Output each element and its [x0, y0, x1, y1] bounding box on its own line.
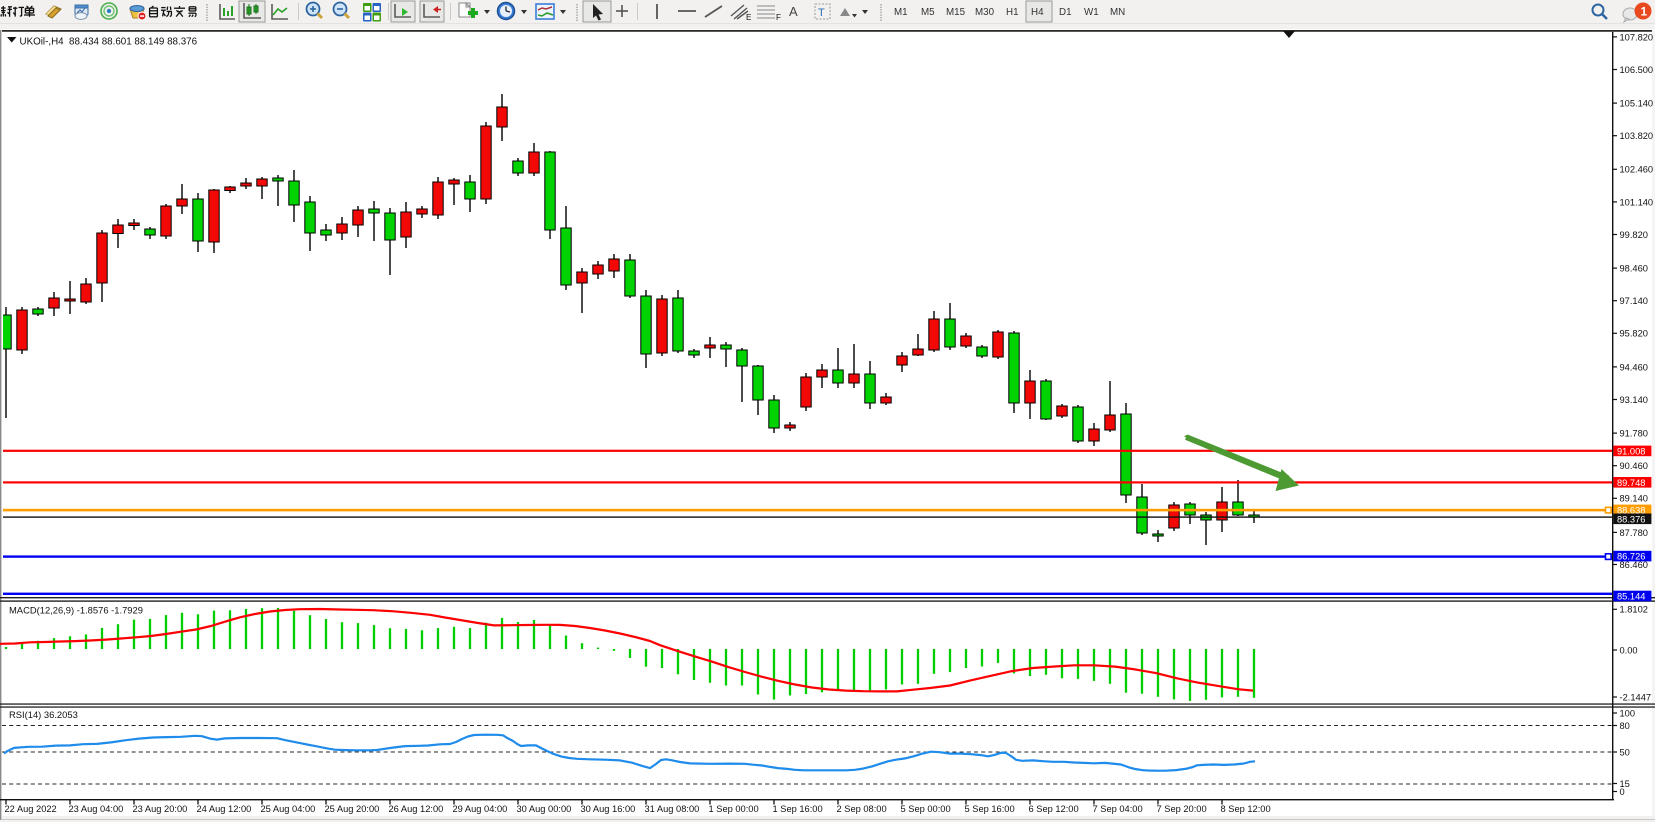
svg-text:W1: W1: [1084, 7, 1099, 18]
svg-text:7 Sep 20:00: 7 Sep 20:00: [1157, 804, 1207, 814]
svg-text:0: 0: [1620, 787, 1625, 797]
svg-text:99.820: 99.820: [1620, 230, 1648, 240]
svg-text:M15: M15: [946, 7, 966, 18]
svg-text:H4: H4: [1031, 7, 1044, 18]
svg-text:26 Aug 12:00: 26 Aug 12:00: [389, 804, 444, 814]
svg-text:15: 15: [1620, 779, 1630, 789]
svg-text:91.780: 91.780: [1620, 429, 1648, 439]
svg-text:23 Aug 20:00: 23 Aug 20:00: [133, 804, 188, 814]
svg-text:H1: H1: [1006, 7, 1019, 18]
svg-text:86.726: 86.726: [1617, 552, 1645, 562]
svg-text:30 Aug 00:00: 30 Aug 00:00: [517, 804, 572, 814]
svg-text:100: 100: [1620, 708, 1636, 718]
svg-text:87.780: 87.780: [1620, 528, 1648, 538]
svg-text:105.140: 105.140: [1620, 99, 1654, 109]
svg-text:M30: M30: [975, 7, 995, 18]
svg-text:0.00: 0.00: [1620, 645, 1638, 655]
svg-text:107.820: 107.820: [1620, 32, 1654, 42]
svg-text:-2.1447: -2.1447: [1620, 692, 1652, 702]
svg-text:1.8102: 1.8102: [1620, 605, 1648, 615]
svg-text:5 Sep 00:00: 5 Sep 00:00: [901, 804, 951, 814]
svg-text:93.140: 93.140: [1620, 395, 1648, 405]
svg-text:UKOil-,H4 88.434 88.601 88.14: UKOil-,H4 88.434 88.601 88.149 88.376: [20, 37, 198, 48]
svg-text:5 Sep 16:00: 5 Sep 16:00: [965, 804, 1015, 814]
svg-text:22 Aug 2022: 22 Aug 2022: [5, 804, 57, 814]
svg-text:A: A: [789, 4, 798, 19]
svg-text:8 Sep 12:00: 8 Sep 12:00: [1221, 804, 1271, 814]
svg-text:29 Aug 04:00: 29 Aug 04:00: [453, 804, 508, 814]
svg-text:F: F: [776, 13, 781, 22]
svg-text:24 Aug 12:00: 24 Aug 12:00: [197, 804, 252, 814]
svg-text:2 Sep 08:00: 2 Sep 08:00: [837, 804, 887, 814]
svg-text:80: 80: [1620, 721, 1630, 731]
svg-text:89.748: 89.748: [1617, 478, 1645, 488]
svg-text:50: 50: [1620, 747, 1630, 757]
svg-text:97.140: 97.140: [1620, 296, 1648, 306]
svg-text:91.008: 91.008: [1617, 446, 1645, 456]
svg-text:6 Sep 12:00: 6 Sep 12:00: [1029, 804, 1079, 814]
svg-text:T: T: [818, 7, 825, 19]
svg-text:M5: M5: [921, 7, 935, 18]
svg-text:102.460: 102.460: [1620, 165, 1654, 175]
svg-text:1 Sep 00:00: 1 Sep 00:00: [709, 804, 759, 814]
svg-text:MACD(12,26,9) -1.8576 -1.7929: MACD(12,26,9) -1.8576 -1.7929: [9, 605, 143, 616]
svg-text:23 Aug 04:00: 23 Aug 04:00: [69, 804, 124, 814]
svg-text:103.820: 103.820: [1620, 131, 1654, 141]
svg-text:31 Aug 08:00: 31 Aug 08:00: [645, 804, 700, 814]
svg-text:RSI(14) 36.2053: RSI(14) 36.2053: [9, 709, 78, 720]
svg-text:7 Sep 04:00: 7 Sep 04:00: [1093, 804, 1143, 814]
svg-text:MN: MN: [1110, 7, 1125, 18]
svg-text:M1: M1: [894, 7, 908, 18]
svg-text:89.140: 89.140: [1620, 494, 1648, 504]
svg-text:106.500: 106.500: [1620, 65, 1654, 75]
svg-text:30 Aug 16:00: 30 Aug 16:00: [581, 804, 636, 814]
svg-text:86.460: 86.460: [1620, 560, 1648, 570]
svg-text:1 Sep 16:00: 1 Sep 16:00: [773, 804, 823, 814]
svg-text:98.460: 98.460: [1620, 264, 1648, 274]
svg-text:D1: D1: [1059, 7, 1072, 18]
svg-text:1: 1: [1641, 5, 1648, 19]
svg-text:25 Aug 20:00: 25 Aug 20:00: [325, 804, 380, 814]
svg-text:88.376: 88.376: [1617, 514, 1645, 524]
svg-text:25 Aug 04:00: 25 Aug 04:00: [261, 804, 316, 814]
svg-text:88.638: 88.638: [1617, 505, 1645, 515]
svg-text:90.460: 90.460: [1620, 461, 1648, 471]
svg-text:85.144: 85.144: [1617, 592, 1645, 602]
svg-text:94.460: 94.460: [1620, 362, 1648, 372]
svg-text:95.820: 95.820: [1620, 329, 1648, 339]
svg-text:E: E: [746, 13, 751, 22]
svg-text:101.140: 101.140: [1620, 197, 1654, 207]
